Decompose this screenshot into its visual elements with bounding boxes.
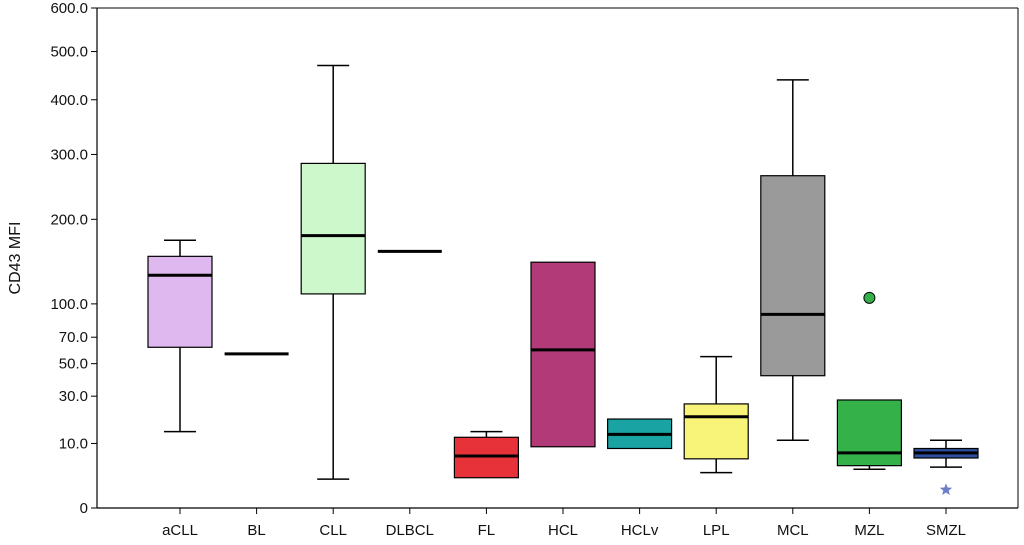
- box-body: [836, 399, 903, 467]
- x-tick-label: aCLL: [162, 522, 198, 539]
- x-tick-label: FL: [478, 522, 496, 539]
- box-hcl: [530, 261, 596, 448]
- boxes: [147, 64, 979, 480]
- y-tick-label: 70.0: [59, 329, 88, 346]
- box-acll: [147, 239, 213, 433]
- x-tick-label: SMZL: [926, 522, 966, 539]
- box-body: [147, 255, 213, 348]
- y-tick-label: 500.0: [50, 44, 88, 61]
- y-tick-label: 50.0: [59, 356, 88, 373]
- y-tick-label: 200.0: [50, 211, 88, 228]
- y-tick-label: 0: [80, 500, 88, 517]
- y-axis-ticks: 0 10.0 30.0 50.0 70.0 100.0 200.0 300.0 400.0 500…: [50, 0, 97, 517]
- axes: [96, 7, 1019, 509]
- y-tick-label: 300.0: [50, 146, 88, 163]
- box-body: [300, 162, 366, 295]
- x-tick-label: CLL: [319, 522, 347, 539]
- x-tick-label: LPL: [703, 522, 730, 539]
- y-tick-label: 600.0: [50, 0, 88, 17]
- x-tick-label: BL: [247, 522, 265, 539]
- outliers: [863, 291, 953, 495]
- y-tick-label: 30.0: [59, 388, 88, 405]
- outlier-star: [939, 483, 953, 495]
- x-tick-label: DLBCL: [386, 522, 434, 539]
- box-body: [760, 175, 826, 377]
- box-body: [530, 261, 596, 448]
- x-tick-label: MCL: [777, 522, 809, 539]
- box-mcl: [760, 79, 826, 442]
- y-tick-label: 400.0: [50, 92, 88, 109]
- y-tick-label: 10.0: [59, 435, 88, 452]
- y-axis-label: CD43 MFI: [7, 222, 24, 295]
- x-tick-label: MZL: [854, 522, 884, 539]
- box-smzl: [913, 439, 979, 468]
- x-tick-label: HCLv: [621, 522, 659, 539]
- box-lpl: [683, 355, 749, 474]
- box-body: [683, 403, 749, 460]
- box-body: [453, 436, 519, 479]
- box-fl: [453, 430, 519, 479]
- outlier-circle: [863, 291, 876, 304]
- y-tick-label: 100.0: [50, 296, 88, 313]
- x-axis-ticks: aCLL BL CLL DLBCL FL HCL HCLv LPL MCL MZL SMZL: [162, 508, 966, 539]
- box-cll: [300, 64, 366, 480]
- x-tick-label: HCL: [548, 522, 578, 539]
- box-hclv: [606, 418, 673, 450]
- box-mzl: [836, 399, 903, 471]
